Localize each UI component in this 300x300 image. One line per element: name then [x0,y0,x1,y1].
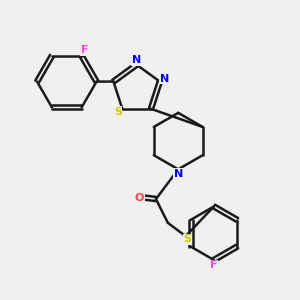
Text: S: S [114,107,122,117]
Text: F: F [210,260,218,270]
Text: O: O [135,193,144,202]
Text: N: N [132,55,141,65]
Text: N: N [174,169,183,179]
Text: N: N [160,74,169,84]
Text: F: F [81,45,88,55]
Text: S: S [183,234,191,244]
